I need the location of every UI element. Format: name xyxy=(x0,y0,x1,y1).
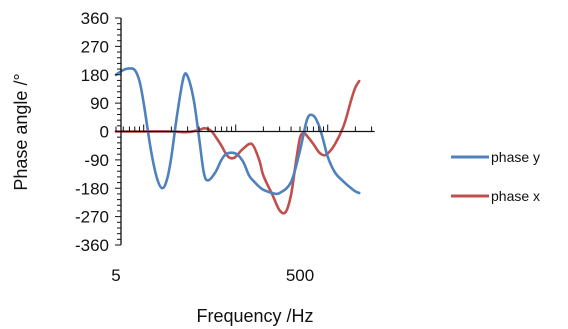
series-line-phase-x xyxy=(114,79,361,215)
legend: phase y phase x xyxy=(451,149,540,204)
y-tick-label: 90 xyxy=(90,94,109,113)
legend-label-phase-y: phase y xyxy=(491,149,540,165)
plot-lines xyxy=(114,67,361,215)
y-tick-label: 270 xyxy=(81,37,109,56)
x-tick-label: 500 xyxy=(286,266,314,285)
ticks xyxy=(115,17,373,246)
x-tick-label: 5 xyxy=(111,266,120,285)
y-axis-title: Phase angle /° xyxy=(11,73,31,190)
y-tick-label: -90 xyxy=(84,151,109,170)
legend-label-phase-x: phase x xyxy=(491,188,540,204)
y-tick-label: -270 xyxy=(75,208,109,227)
y-tick-label: 0 xyxy=(100,123,109,142)
y-tick-label: -180 xyxy=(75,179,109,198)
series-line-phase-y xyxy=(114,67,361,196)
y-tick-label: 180 xyxy=(81,66,109,85)
y-tick-label: 360 xyxy=(81,9,109,28)
y-tick-label: -360 xyxy=(75,236,109,255)
x-axis-title: Frequency /Hz xyxy=(196,306,313,326)
axes xyxy=(120,18,375,245)
